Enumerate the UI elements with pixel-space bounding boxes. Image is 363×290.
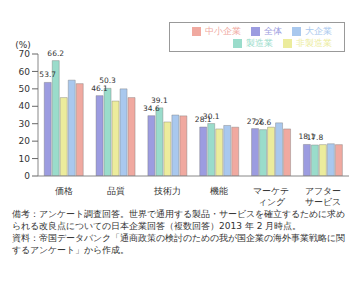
svg-text:10: 10 (19, 154, 31, 164)
svg-text:40: 40 (19, 101, 31, 111)
svg-text:34.6: 34.6 (143, 104, 160, 113)
svg-text:30: 30 (19, 119, 31, 129)
svg-text:30.1: 30.1 (203, 112, 220, 121)
svg-text:価格: 価格 (55, 186, 73, 196)
html-text:大企業: 大企業 (305, 26, 332, 36)
svg-text:20: 20 (19, 136, 31, 146)
svg-text:39.1: 39.1 (151, 96, 168, 105)
svg-text:50.3: 50.3 (99, 76, 116, 85)
svg-text:66.2: 66.2 (47, 49, 64, 58)
html-text:全体: 全体 (264, 26, 282, 36)
svg-text:機能: 機能 (210, 186, 228, 196)
svg-text:53.7: 53.7 (39, 70, 56, 79)
html-text:中小企業: 中小企業 (205, 26, 241, 36)
html-text:非製造業: 非製造業 (296, 38, 332, 48)
svg-text:0: 0 (24, 171, 30, 181)
svg-text:マーケテ: マーケテ (253, 186, 289, 196)
svg-text:サービス: サービス (305, 197, 341, 206)
svg-text:(%): (%) (15, 40, 31, 50)
svg-text:70: 70 (19, 49, 31, 59)
svg-text:技術力: 技術力 (153, 186, 181, 196)
svg-text:26.6: 26.6 (255, 118, 272, 127)
svg-text:アフター: アフター (305, 186, 341, 196)
html-text:資料：帝国データバンク「通商政策の検討のための我が国企業の海: 資料：帝国データバンク「通商政策の検討のための我が国企業の海外事業戦略に関するア… (12, 233, 345, 255)
svg-text:ィング: ィング (258, 197, 286, 206)
svg-text:17.8: 17.8 (307, 133, 324, 142)
svg-text:50: 50 (19, 84, 31, 94)
svg-text:60: 60 (19, 67, 31, 77)
svg-text:品質: 品質 (107, 186, 125, 196)
html-text:備考：アンケート調査回答。世界で通用する製品・サービスを確立: 備考：アンケート調査回答。世界で通用する製品・サービスを確立するために求められる… (12, 209, 345, 231)
svg-text:46.1: 46.1 (91, 83, 108, 93)
html-text:製造業: 製造業 (246, 38, 273, 48)
